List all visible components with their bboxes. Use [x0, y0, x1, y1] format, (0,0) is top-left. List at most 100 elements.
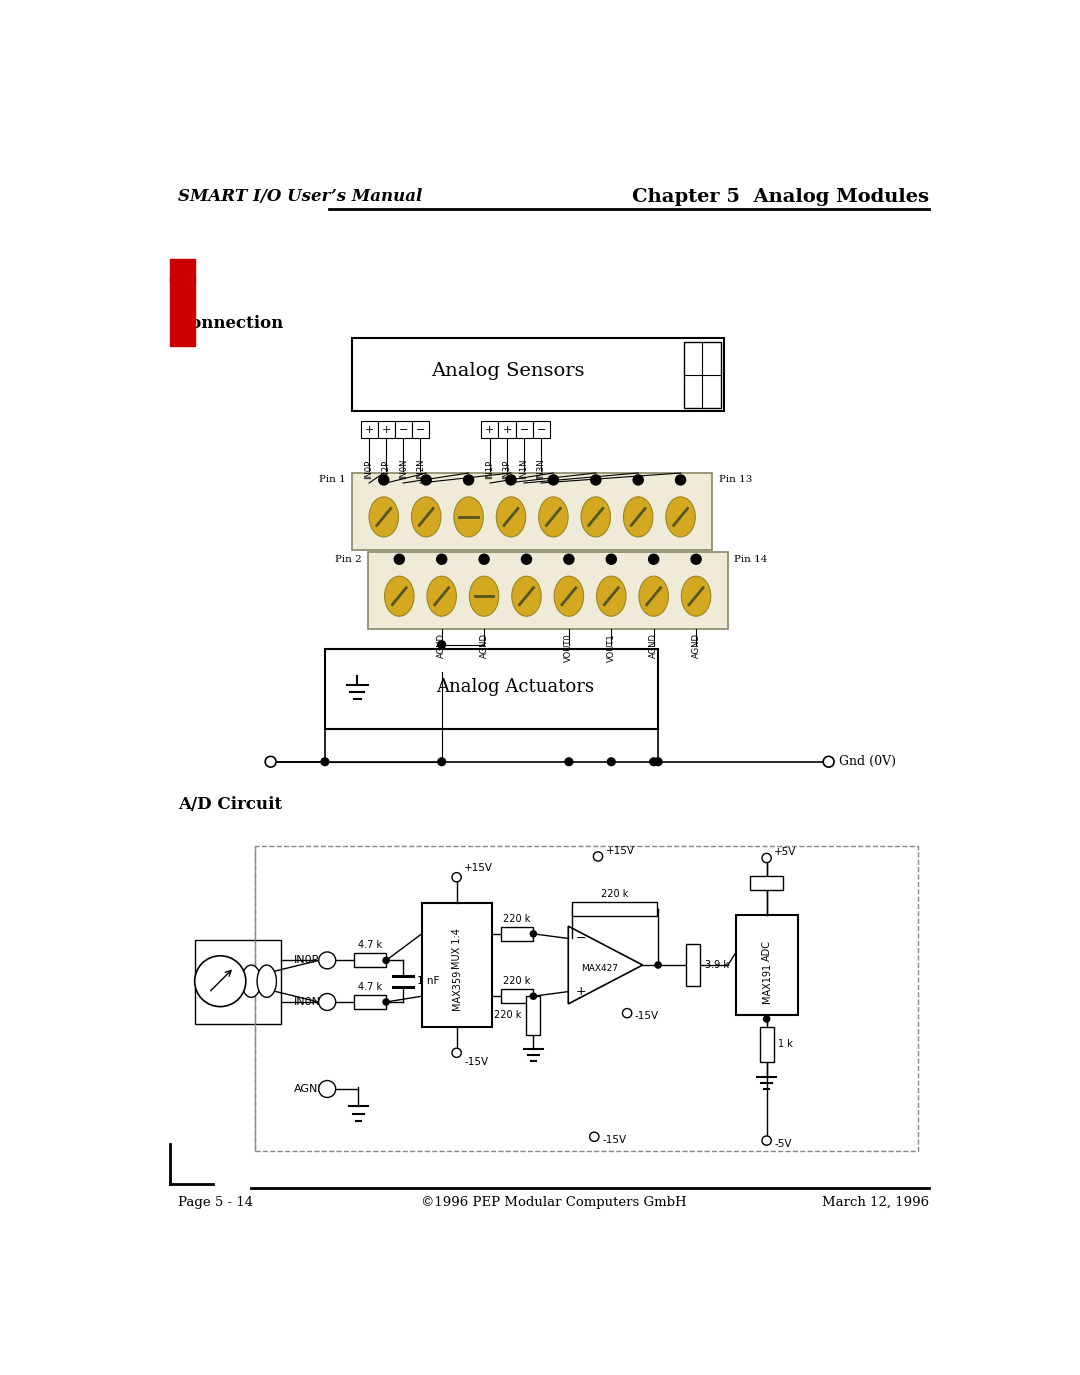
Circle shape [379, 474, 389, 485]
Bar [532, 421, 550, 439]
Text: Gnd (0V): Gnd (0V) [839, 755, 895, 769]
Ellipse shape [596, 576, 626, 616]
Circle shape [436, 554, 447, 564]
Text: 3.9 k: 3.9 k [704, 960, 729, 969]
Circle shape [522, 554, 531, 564]
Text: IN3P: IN3P [502, 459, 512, 478]
Circle shape [650, 758, 658, 766]
Bar [526, 997, 540, 1035]
Ellipse shape [554, 576, 583, 616]
Text: IN0P: IN0P [365, 459, 374, 478]
Text: −: − [537, 425, 545, 434]
Bar [352, 338, 724, 411]
Text: Pin 2: Pin 2 [335, 554, 362, 564]
Text: Chapter 5  Analog Modules: Chapter 5 Analog Modules [633, 188, 930, 206]
Text: IN2N: IN2N [416, 459, 424, 478]
Bar [411, 421, 429, 439]
Text: MAX427: MAX427 [581, 964, 618, 973]
Text: -5V: -5V [774, 1140, 792, 1150]
Bar [572, 902, 657, 916]
Circle shape [565, 758, 572, 766]
Bar [195, 941, 281, 1023]
Circle shape [764, 1016, 770, 1022]
Bar [684, 342, 721, 407]
Text: +5V: +5V [774, 847, 797, 857]
Bar [735, 914, 798, 1015]
Circle shape [437, 758, 446, 766]
Text: ADC: ADC [761, 939, 771, 961]
Polygon shape [568, 927, 643, 1004]
Text: +15V: +15V [464, 864, 494, 873]
Text: IN0P: IN0P [294, 956, 320, 965]
Text: Page 5 - 14: Page 5 - 14 [177, 1196, 253, 1209]
Text: ©1996 PEP Modular Computers GmbH: ©1996 PEP Modular Computers GmbH [421, 1196, 686, 1209]
Ellipse shape [639, 576, 669, 616]
Bar [751, 876, 783, 890]
Text: MUX 1:4: MUX 1:4 [451, 928, 461, 969]
Circle shape [549, 474, 558, 485]
Text: IN3N: IN3N [537, 458, 545, 478]
Circle shape [421, 474, 431, 485]
Circle shape [762, 1136, 771, 1145]
Text: 220 k: 220 k [503, 914, 530, 924]
Circle shape [463, 474, 474, 485]
Circle shape [266, 756, 276, 767]
Text: +: + [576, 984, 585, 998]
Text: A/D Circuit: A/D Circuit [177, 796, 282, 814]
Text: -15V: -15V [635, 1011, 659, 1022]
Bar [499, 421, 515, 439]
Text: Analog Sensors: Analog Sensors [432, 362, 585, 380]
Text: IN0N: IN0N [399, 459, 407, 478]
Text: Connection: Connection [177, 315, 284, 333]
Circle shape [591, 474, 600, 485]
Circle shape [593, 852, 603, 861]
Text: Pin 13: Pin 13 [718, 476, 752, 484]
Circle shape [654, 758, 662, 766]
Bar [759, 1027, 773, 1062]
Circle shape [530, 931, 537, 936]
Text: +15V: +15V [606, 846, 635, 857]
Text: −: − [416, 425, 424, 434]
Text: MAX359: MAX359 [451, 969, 461, 1011]
Text: −: − [399, 425, 408, 434]
Text: 220 k: 220 k [600, 890, 629, 899]
Text: 4.7 k: 4.7 k [357, 982, 382, 991]
Ellipse shape [470, 576, 499, 616]
Circle shape [607, 758, 616, 766]
Text: Pin 1: Pin 1 [319, 476, 346, 484]
Bar [501, 927, 534, 941]
Bar [367, 553, 728, 630]
Bar [515, 421, 532, 439]
Text: IN2P: IN2P [381, 459, 391, 478]
Ellipse shape [257, 965, 276, 997]
Bar [353, 953, 387, 968]
Text: 4.7 k: 4.7 k [357, 941, 382, 950]
Text: -15V: -15V [464, 1057, 488, 1067]
Text: IN0N: IN0N [294, 997, 321, 1006]
Text: VOUT0: VOUT0 [565, 632, 573, 661]
Circle shape [564, 554, 573, 564]
Bar [352, 473, 713, 550]
Ellipse shape [512, 576, 541, 616]
Text: March 12, 1996: March 12, 1996 [822, 1196, 930, 1209]
Circle shape [530, 993, 537, 1000]
Ellipse shape [497, 496, 526, 536]
Circle shape [505, 474, 516, 485]
Ellipse shape [539, 496, 568, 536]
Bar [482, 421, 499, 439]
Text: +: + [364, 425, 374, 434]
Ellipse shape [454, 496, 484, 536]
Text: VOUT1: VOUT1 [607, 632, 616, 661]
Text: Analog Actuators: Analog Actuators [436, 678, 594, 696]
Text: AGND: AGND [480, 632, 488, 659]
Circle shape [394, 554, 404, 564]
Bar [325, 649, 658, 729]
Ellipse shape [384, 576, 414, 616]
Circle shape [823, 756, 834, 767]
Circle shape [633, 474, 644, 485]
Bar [422, 902, 491, 1027]
Text: Pin 14: Pin 14 [734, 554, 768, 564]
Circle shape [319, 994, 336, 1011]
Text: −: − [576, 932, 585, 945]
Text: +: + [502, 425, 512, 434]
